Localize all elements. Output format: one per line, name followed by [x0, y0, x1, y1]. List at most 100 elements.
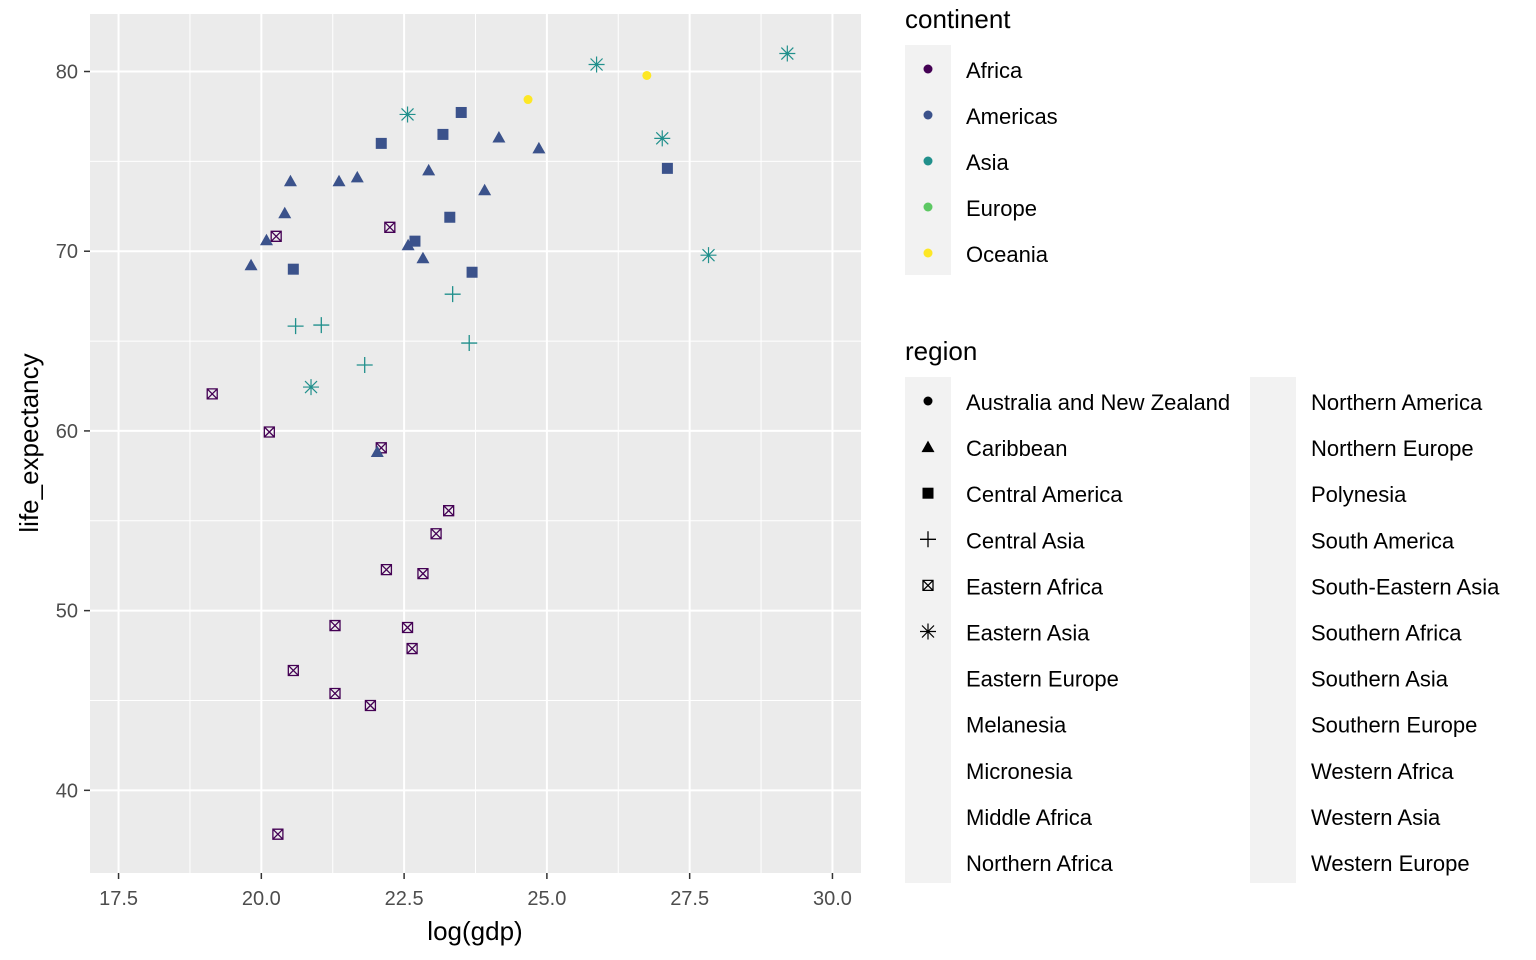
data-point-caribbean: [492, 130, 506, 143]
data-point-eastern-africa: [364, 699, 377, 712]
legend-key-africa: [923, 64, 933, 74]
data-point-eastern-asia: [700, 247, 717, 264]
data-point-eastern-asia: [779, 45, 796, 62]
data-point-central-america: [444, 211, 456, 223]
grid-minor: [90, 14, 861, 873]
data-point-central-america: [375, 137, 387, 149]
x-tick-label: 20.0: [242, 888, 281, 910]
legend-key-oceania: [923, 248, 933, 258]
legend-label: Americas: [966, 104, 1058, 129]
region-legend: Australia and New Zealand Caribbean Centra…: [905, 377, 1500, 883]
data-point-caribbean: [259, 233, 273, 246]
y-tick-label: 60: [56, 421, 78, 443]
axis-ticks: 17.5 20.0 22.5 25.0 27.5 30.0 40 50 60 70 80: [56, 62, 852, 910]
data-point-eastern-africa: [401, 621, 414, 634]
data-point-caribbean: [478, 183, 492, 196]
grid-major: [90, 14, 861, 873]
legend-label: Northern America: [1311, 390, 1483, 415]
legend-label: Caribbean: [966, 436, 1068, 461]
legend-label: Europe: [966, 196, 1037, 221]
data-point-caribbean: [370, 445, 384, 457]
continent-legend: Africa Americas Asia Europe Oceania: [905, 45, 1058, 275]
legend-key-circle: [923, 396, 933, 406]
legend-key-asterisk: [920, 623, 936, 640]
legend-label: Micronesia: [966, 759, 1073, 784]
data-point-central-america: [466, 266, 478, 278]
data-point-australia-and-new-zealand: [523, 95, 533, 105]
legend-key-square: [922, 487, 934, 499]
data-point-eastern-africa: [380, 564, 393, 576]
data-point-central-america: [409, 235, 421, 247]
data-point-eastern-asia: [654, 130, 671, 147]
data-point-eastern-africa: [287, 664, 299, 677]
y-axis-title: life_expectancy: [14, 353, 44, 532]
data-point-central-asia: [313, 317, 330, 334]
data-point-eastern-asia: [588, 56, 605, 73]
legend-label: Eastern Asia: [966, 621, 1090, 646]
y-tick-label: 50: [56, 601, 78, 623]
y-tick-label: 40: [56, 780, 78, 802]
data-point-eastern-africa: [329, 619, 341, 632]
data-point-caribbean: [422, 163, 436, 176]
legend-label: Australia and New Zealand: [966, 390, 1230, 415]
data-point-eastern-africa: [417, 567, 429, 580]
data-points: [206, 45, 796, 840]
continent-legend-title: continent: [905, 4, 1011, 34]
legend-label: Central America: [966, 482, 1123, 507]
x-tick-label: 25.0: [527, 888, 566, 910]
data-point-eastern-africa: [270, 230, 282, 242]
legend-key-asia: [923, 156, 933, 166]
legend-key-triangle: [921, 440, 935, 453]
legend-label: Western Africa: [1311, 759, 1454, 784]
legend-label: Southern Asia: [1311, 667, 1449, 692]
data-point-eastern-africa: [263, 426, 275, 438]
legend-key-background: [1250, 377, 1296, 883]
data-point-central-asia: [356, 356, 373, 373]
x-tick-label: 27.5: [670, 888, 709, 910]
legend-label: Southern Europe: [1311, 713, 1477, 738]
data-point-central-america: [661, 162, 673, 174]
x-tick-label: 17.5: [99, 888, 138, 910]
data-point-central-asia: [461, 335, 478, 352]
data-point-australia-and-new-zealand: [642, 70, 652, 80]
legend-label: Southern Africa: [1311, 621, 1462, 646]
data-point-eastern-africa: [430, 528, 442, 540]
data-point-central-america: [437, 128, 449, 140]
legend-label: Oceania: [966, 242, 1049, 267]
legend-label: Central Asia: [966, 528, 1085, 553]
legend-label: Eastern Europe: [966, 667, 1119, 692]
data-point-central-asia: [287, 318, 304, 335]
data-point-eastern-africa: [206, 388, 218, 400]
data-point-caribbean: [532, 141, 546, 154]
region-legend-title: region: [905, 336, 977, 366]
data-point-caribbean: [278, 206, 292, 219]
legend-label: South America: [1311, 528, 1455, 553]
data-point-central-america: [455, 106, 467, 118]
legend-label: Western Europe: [1311, 851, 1470, 876]
data-point-central-asia: [444, 286, 461, 303]
data-point-eastern-africa: [443, 505, 455, 517]
x-axis-title: log(gdp): [427, 916, 522, 946]
data-point-eastern-africa: [406, 642, 418, 655]
legend-label: Eastern Africa: [966, 574, 1104, 599]
legend-key-plus: [920, 531, 936, 548]
legend-label: Northern Africa: [966, 851, 1113, 876]
legend-label: Melanesia: [966, 713, 1067, 738]
legend-key-europe: [923, 202, 933, 212]
legend-label: South-Eastern Asia: [1311, 574, 1500, 599]
data-point-caribbean: [283, 174, 297, 187]
legend-label: Northern Europe: [1311, 436, 1474, 461]
legend-label: Polynesia: [1311, 482, 1407, 507]
legend-label: Western Asia: [1311, 805, 1441, 830]
data-point-caribbean: [350, 170, 364, 183]
legend-label: Asia: [966, 150, 1010, 175]
data-point-caribbean: [244, 258, 258, 271]
y-tick-label: 70: [56, 241, 78, 263]
legend-key-square-x: [922, 579, 934, 592]
data-point-caribbean: [332, 174, 346, 187]
data-point-eastern-africa: [272, 828, 284, 840]
legend-label: Africa: [966, 58, 1023, 83]
data-point-caribbean: [401, 238, 415, 251]
x-tick-label: 22.5: [385, 888, 424, 910]
